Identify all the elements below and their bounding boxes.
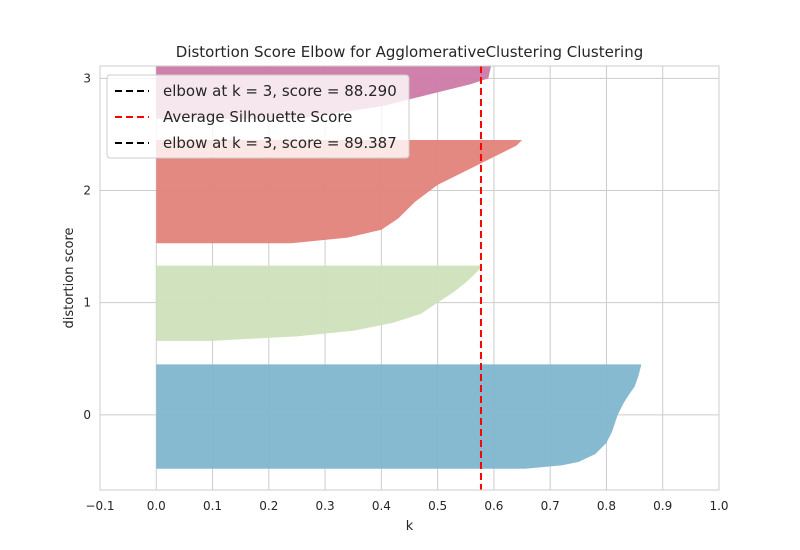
x-tick-label-4: 0.3 bbox=[316, 499, 335, 513]
legend-label-2: elbow at k = 3, score = 89.387 bbox=[163, 134, 397, 152]
x-tick-label-5: 0.4 bbox=[372, 499, 391, 513]
chart-title: Distortion Score Elbow for Agglomerative… bbox=[176, 43, 643, 61]
x-tick-label-7: 0.6 bbox=[484, 499, 503, 513]
cluster-area-1 bbox=[156, 265, 482, 341]
plot-frame bbox=[99, 65, 720, 491]
x-tick-label-11: 1.0 bbox=[709, 499, 728, 513]
cluster-area-0 bbox=[156, 364, 642, 469]
y-axis-title: distortion score bbox=[62, 228, 77, 329]
x-tick-label-10: 0.9 bbox=[653, 499, 672, 513]
y-tick-label-0: 0 bbox=[83, 408, 91, 422]
x-tick-label-0: −0.1 bbox=[85, 499, 114, 513]
y-tick-label-2: 2 bbox=[83, 184, 91, 198]
x-tick-label-3: 0.2 bbox=[259, 499, 278, 513]
tick-labels: −0.1 0.0 0.1 0.2 0.3 0.4 0.5 0.6 0.7 0.8 0.9 1.0 0 1 2… bbox=[83, 71, 728, 513]
y-tick-label-3: 3 bbox=[83, 71, 91, 85]
cluster-area-2 bbox=[156, 140, 523, 244]
legend: elbow at k = 3, score = 88.290 Average Si… bbox=[106, 74, 410, 159]
x-tick-label-9: 0.8 bbox=[597, 499, 616, 513]
legend-box bbox=[106, 74, 410, 159]
y-tick-label-1: 1 bbox=[83, 296, 91, 310]
x-axis-title: k bbox=[406, 519, 414, 534]
plot-frame-rect bbox=[99, 65, 720, 491]
legend-label-1: Average Silhouette Score bbox=[163, 108, 352, 126]
x-tick-label-1: 0.0 bbox=[147, 499, 166, 513]
x-tick-label-6: 0.5 bbox=[428, 499, 447, 513]
legend-label-0: elbow at k = 3, score = 88.290 bbox=[163, 82, 397, 100]
x-tick-label-2: 0.1 bbox=[203, 499, 222, 513]
x-tick-label-8: 0.7 bbox=[541, 499, 560, 513]
